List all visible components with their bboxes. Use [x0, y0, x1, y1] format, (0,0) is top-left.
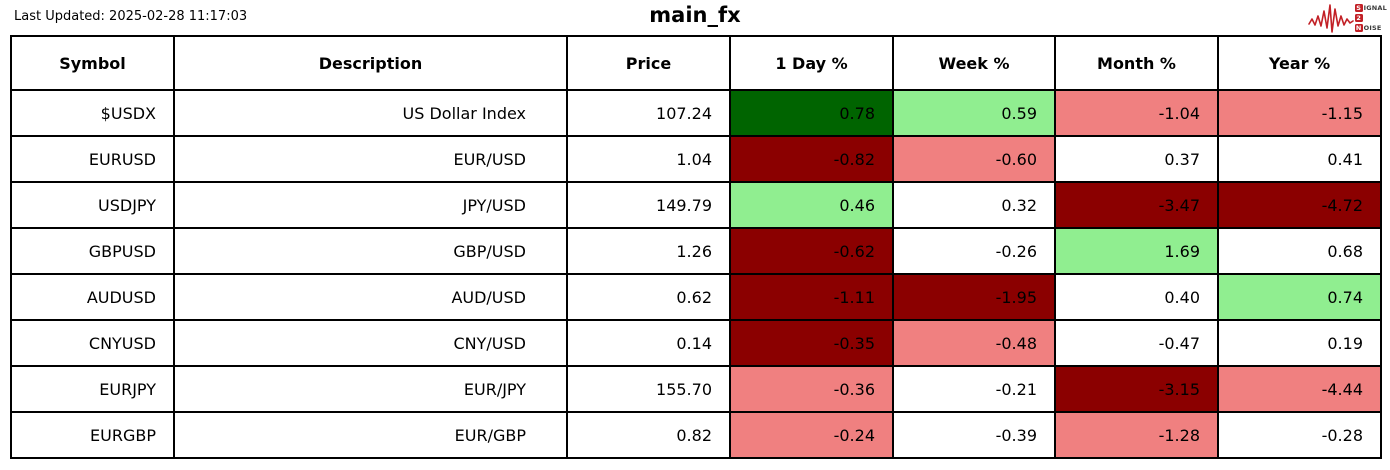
table-row-usdx: $USDX US Dollar Index 107.24 0.78 0.59 -1.04-… [10, 89, 1382, 137]
year-pct-cell: -0.28 [1217, 411, 1382, 459]
week-pct-cell: -1.95 [892, 273, 1056, 321]
symbol-cell: EURJPY [10, 365, 175, 413]
day-pct-cell: -0.24 [729, 411, 894, 459]
symbol-cell: CNYUSD [10, 319, 175, 367]
day-pct-cell: -0.36 [729, 365, 894, 413]
table-header-row: Symbol Description Price 1 Day % Week % Month… [10, 35, 1382, 91]
year-pct-cell: 0.68 [1217, 227, 1382, 275]
symbol-cell: GBPUSD [10, 227, 175, 275]
description-cell: EUR/JPY [173, 365, 568, 413]
description-cell: EUR/USD [173, 135, 568, 183]
symbol-cell: EURUSD [10, 135, 175, 183]
description-cell: US Dollar Index [173, 89, 568, 137]
week-pct-cell: -0.39 [892, 411, 1056, 459]
price-cell: 0.14 [566, 319, 731, 367]
logo-wordmark-line: 2 [1354, 14, 1387, 23]
logo-wordmark-line: N OISE [1354, 24, 1387, 33]
year-pct-cell: 0.19 [1217, 319, 1382, 367]
description-cell: CNY/USD [173, 319, 568, 367]
table-row-gbpusd: GBPUSD GBP/USD 1.26 -0.62 -0.26 1.69 0.68 [10, 227, 1382, 275]
logo-letter-badge: 2 [1354, 14, 1363, 22]
week-pct-cell: -0.60 [892, 135, 1056, 183]
column-header-week: Week % [892, 35, 1056, 91]
symbol-cell: EURGBP [10, 411, 175, 459]
year-pct-cell: 0.41 [1217, 135, 1382, 183]
year-pct-cell: -1.15 [1217, 89, 1382, 137]
price-cell: 149.79 [566, 181, 731, 229]
description-cell: EUR/GBP [173, 411, 568, 459]
month-pct-cell: -3.15 [1054, 365, 1219, 413]
month-pct-cell: 1.69 [1054, 227, 1219, 275]
day-pct-cell: -0.82 [729, 135, 894, 183]
price-cell: 0.82 [566, 411, 731, 459]
day-pct-cell: -0.62 [729, 227, 894, 275]
column-header-price: Price [566, 35, 731, 91]
month-pct-cell: -1.28 [1054, 411, 1219, 459]
week-pct-cell: 0.32 [892, 181, 1056, 229]
symbol-cell: $USDX [10, 89, 175, 137]
logo-letter-badge: S [1354, 4, 1363, 12]
fx-rates-table: Symbol Description Price 1 Day % Week % Month… [10, 35, 1382, 459]
month-pct-cell: -0.47 [1054, 319, 1219, 367]
week-pct-cell: -0.26 [892, 227, 1056, 275]
column-header-1-day: 1 Day % [729, 35, 894, 91]
table-row-audusd: AUDUSD AUD/USD 0.62 -1.11 -1.95 0.40 0.74 [10, 273, 1382, 321]
month-pct-cell: -1.04 [1054, 89, 1219, 137]
year-pct-cell: -4.44 [1217, 365, 1382, 413]
week-pct-cell: -0.48 [892, 319, 1056, 367]
price-cell: 1.26 [566, 227, 731, 275]
logo-letter-badge: N [1354, 24, 1363, 32]
day-pct-cell: 0.78 [729, 89, 894, 137]
logo-letter-text: OISE [1363, 24, 1382, 32]
column-header-symbol: Symbol [10, 35, 175, 91]
logo-wordmark: S IGNAL 2 N OISE [1354, 4, 1387, 33]
last-updated-timestamp: Last Updated: 2025-02-28 11:17:03 [14, 9, 248, 24]
symbol-cell: AUDUSD [10, 273, 175, 321]
year-pct-cell: 0.74 [1217, 273, 1382, 321]
page-title: main_fx [649, 3, 741, 27]
column-header-month: Month % [1054, 35, 1219, 91]
month-pct-cell: -3.47 [1054, 181, 1219, 229]
table-row-usdjpy: USDJPY JPY/USD 149.79 0.46 0.32 -3.47 -4.72 [10, 181, 1382, 229]
signal2noise-logo: S IGNAL 2 N OISE [1307, 2, 1387, 34]
day-pct-cell: -0.35 [729, 319, 894, 367]
description-cell: AUD/USD [173, 273, 568, 321]
price-cell: 0.62 [566, 273, 731, 321]
table-row-eurusd: EURUSD EUR/USD 1.04 -0.82 -0.60 0.37 0.41 [10, 135, 1382, 183]
month-pct-cell: 0.40 [1054, 273, 1219, 321]
description-cell: JPY/USD [173, 181, 568, 229]
logo-letter-text: IGNAL [1363, 4, 1387, 12]
price-cell: 1.04 [566, 135, 731, 183]
price-cell: 107.24 [566, 89, 731, 137]
year-pct-cell: -4.72 [1217, 181, 1382, 229]
week-pct-cell: 0.59 [892, 89, 1056, 137]
symbol-cell: USDJPY [10, 181, 175, 229]
ecg-waveform-icon [1307, 4, 1354, 33]
table-row-cnyusd: CNYUSD CNY/USD 0.14 -0.35 -0.48 -0.47 0.19 [10, 319, 1382, 367]
column-header-year: Year % [1217, 35, 1382, 91]
price-cell: 155.70 [566, 365, 731, 413]
day-pct-cell: 0.46 [729, 181, 894, 229]
description-cell: GBP/USD [173, 227, 568, 275]
logo-wordmark-line: S IGNAL [1354, 4, 1387, 13]
month-pct-cell: 0.37 [1054, 135, 1219, 183]
column-header-description: Description [173, 35, 568, 91]
day-pct-cell: -1.11 [729, 273, 894, 321]
week-pct-cell: -0.21 [892, 365, 1056, 413]
table-row-eurjpy: EURJPY EUR/JPY 155.70 -0.36 -0.21 -3.15 -4.44 [10, 365, 1382, 413]
table-row-eurgbp: EURGBP EUR/GBP 0.82 -0.24 -0.39 -1.28 -0.28 [10, 411, 1382, 459]
